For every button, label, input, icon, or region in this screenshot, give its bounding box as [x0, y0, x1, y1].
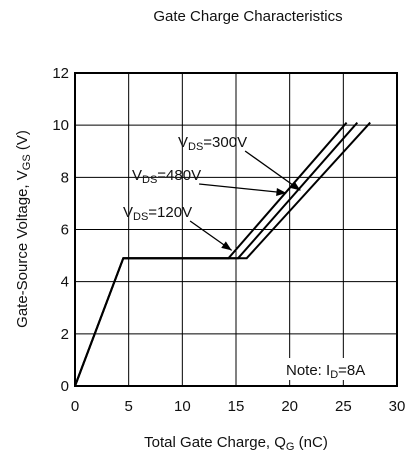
x-tick-label: 0: [71, 398, 79, 415]
arrow-head-0: [221, 241, 231, 250]
x-tick-label: 15: [228, 398, 245, 415]
y-tick-label: 2: [61, 326, 69, 343]
y-tick-label: 4: [61, 274, 69, 291]
y-axis-label: Gate-Source Voltage, VGS (V): [14, 130, 33, 328]
series-lines: [75, 123, 370, 386]
x-tick-labels: 0 5 10 15 20 25 30: [71, 398, 406, 415]
y-tick-label: 12: [52, 65, 69, 82]
x-tick-label: 25: [335, 398, 352, 415]
x-axis-label: Total Gate Charge, QG (nC): [144, 434, 328, 453]
series-line-0: [75, 123, 347, 386]
y-tick-label: 8: [61, 169, 69, 186]
x-tick-label: 20: [281, 398, 298, 415]
x-tick-label: 30: [389, 398, 406, 415]
arrow-line-2: [245, 151, 300, 190]
series-line-2: [75, 123, 370, 386]
chart-title: Gate Charge Characteristics: [153, 8, 342, 25]
grid-lines: [75, 73, 397, 386]
series-label-480v: VDS=480V: [132, 167, 201, 186]
y-tick-label: 6: [61, 222, 69, 239]
arrow-head-2: [290, 181, 300, 190]
series-arrows: [190, 151, 300, 250]
y-tick-label: 10: [52, 117, 69, 134]
series-label-300v: VDS=300V: [178, 134, 247, 153]
y-tick-labels: 0 2 4 6 8 10 12: [52, 65, 69, 395]
x-tick-label: 10: [174, 398, 191, 415]
series-line-1: [75, 123, 357, 386]
y-tick-label: 0: [61, 378, 69, 395]
series-label-120v: VDS=120V: [123, 204, 192, 223]
x-tick-label: 5: [124, 398, 132, 415]
note-text: Note: ID=8A: [286, 362, 365, 381]
arrow-line-1: [199, 184, 286, 193]
